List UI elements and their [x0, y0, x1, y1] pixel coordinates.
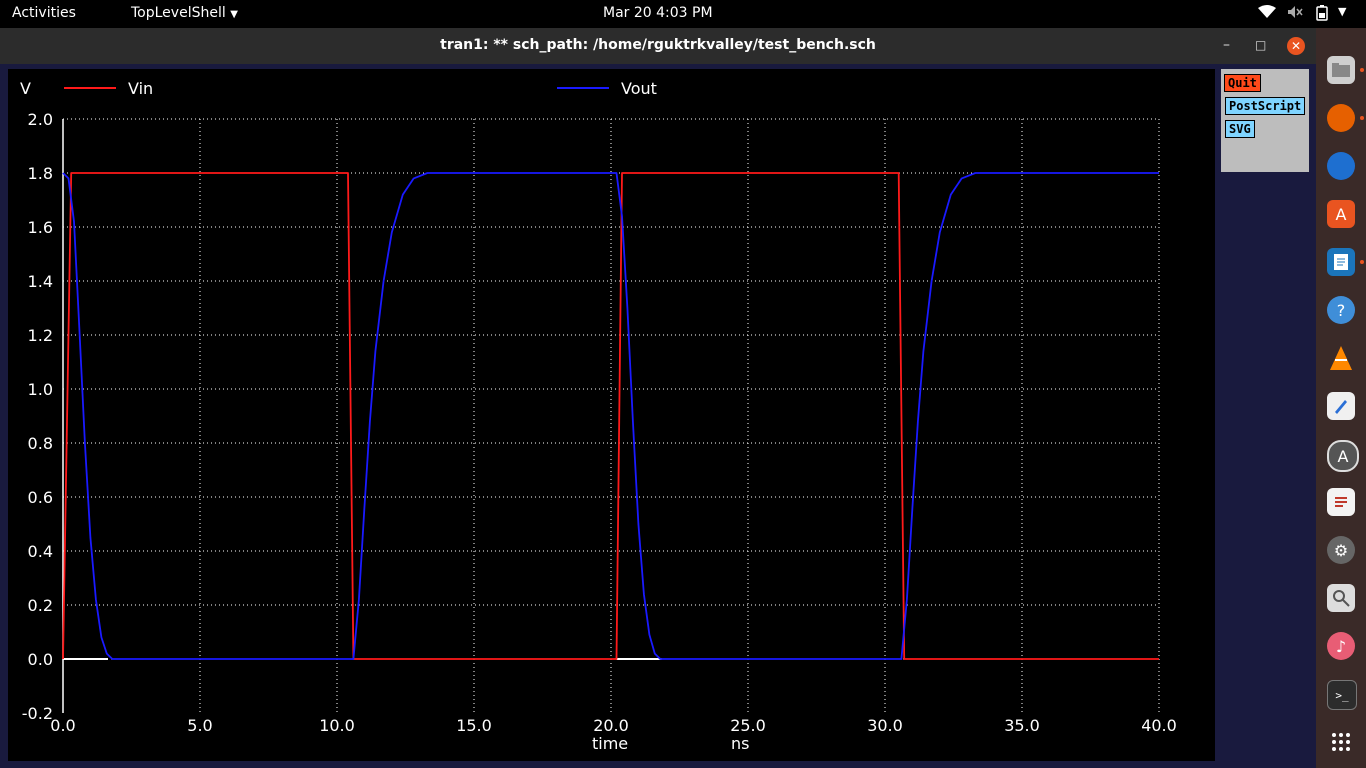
y-tick-label: 1.2: [28, 326, 53, 345]
activities-button[interactable]: Activities: [12, 5, 76, 21]
app-menu[interactable]: TopLevelShell ▼: [131, 5, 238, 21]
vlc-icon[interactable]: [1327, 344, 1355, 372]
software-icon[interactable]: A: [1327, 200, 1355, 228]
show-applications-icon[interactable]: [1327, 728, 1355, 756]
chevron-down-icon: ▼: [230, 9, 238, 20]
window-title: tran1: ** sch_path: /home/rguktrkvalley/…: [440, 37, 876, 53]
minimize-button[interactable]: –: [1223, 37, 1230, 53]
y-tick-label: 0.6: [28, 488, 53, 507]
x-axis-unit: ns: [731, 734, 749, 753]
volume-icon[interactable]: [1287, 5, 1303, 23]
writer-icon[interactable]: [1327, 248, 1355, 276]
y-axis-label: V: [20, 79, 31, 98]
x-tick-label: 40.0: [1141, 716, 1177, 735]
series: [62, 172, 1159, 660]
x-tick-label: 20.0: [593, 716, 629, 735]
svg-button[interactable]: SVG: [1225, 120, 1255, 138]
close-button[interactable]: ✕: [1287, 37, 1305, 55]
y-tick-label: 0.8: [28, 434, 53, 453]
y-tick-label: 1.0: [28, 380, 53, 399]
system-menu-chevron-icon[interactable]: ▼: [1338, 5, 1347, 18]
app-center-icon[interactable]: A: [1327, 440, 1359, 472]
y-tick-label: 2.0: [28, 110, 53, 129]
series-vout: [62, 172, 1159, 660]
waveform-chart[interactable]: 0.0 5.0 10.0 15.0 20.0 25.0 30.0 35.0 40.0 2.0 1.8…: [8, 69, 1215, 761]
legend-vin-label: Vin: [128, 79, 153, 98]
window-titlebar: tran1: ** sch_path: /home/rguktrkvalley/…: [0, 28, 1316, 64]
document-viewer-icon[interactable]: [1327, 488, 1355, 516]
grid: [63, 118, 1160, 713]
x-tick-label: 0.0: [50, 716, 75, 735]
y-tick-label: 0.4: [28, 542, 53, 561]
dock: A ? A ⚙ ♪ >_: [1316, 28, 1366, 768]
thunderbird-icon[interactable]: [1327, 152, 1355, 180]
y-tick-label: 0.0: [28, 650, 53, 669]
wifi-icon[interactable]: [1258, 5, 1276, 23]
legend-vout-label: Vout: [621, 79, 657, 98]
x-tick-label: 10.0: [319, 716, 355, 735]
button-panel: Quit PostScript SVG: [1221, 69, 1309, 172]
x-tick-label: 25.0: [730, 716, 766, 735]
terminal-icon[interactable]: >_: [1327, 680, 1357, 710]
x-tick-label: 30.0: [867, 716, 903, 735]
app-menu-label: TopLevelShell: [131, 5, 226, 21]
y-tick-label: 0.2: [28, 596, 53, 615]
quit-button[interactable]: Quit: [1224, 74, 1261, 92]
clock[interactable]: Mar 20 4:03 PM: [603, 5, 713, 21]
postscript-button[interactable]: PostScript: [1225, 97, 1306, 115]
firefox-icon[interactable]: [1327, 104, 1355, 132]
y-tick-label: 1.6: [28, 218, 53, 237]
y-tick-label: 1.4: [28, 272, 53, 291]
x-tick-label: 35.0: [1004, 716, 1040, 735]
x-tick-label: 5.0: [187, 716, 212, 735]
x-tick-label: 15.0: [456, 716, 492, 735]
series-vin: [62, 172, 1159, 660]
top-bar: Activities TopLevelShell ▼ Mar 20 4:03 P…: [0, 0, 1366, 28]
battery-icon[interactable]: [1316, 5, 1328, 25]
plot-area[interactable]: 0.0 5.0 10.0 15.0 20.0 25.0 30.0 35.0 40.0 2.0 1.8…: [8, 69, 1215, 761]
files-icon[interactable]: [1327, 56, 1355, 84]
maximize-button[interactable]: □: [1255, 38, 1267, 52]
rhythmbox-icon[interactable]: ♪: [1327, 632, 1355, 660]
tick-labels: 0.0 5.0 10.0 15.0 20.0 25.0 30.0 35.0 40.0 2.0 1.8…: [22, 110, 1177, 735]
image-viewer-icon[interactable]: [1327, 584, 1355, 612]
text-editor-icon[interactable]: [1327, 392, 1355, 420]
axes: [62, 119, 662, 713]
settings-icon[interactable]: ⚙: [1327, 536, 1355, 564]
y-tick-label: -0.2: [22, 704, 53, 723]
help-icon[interactable]: ?: [1327, 296, 1355, 324]
x-axis-label: time: [592, 734, 628, 753]
y-tick-label: 1.8: [28, 164, 53, 183]
